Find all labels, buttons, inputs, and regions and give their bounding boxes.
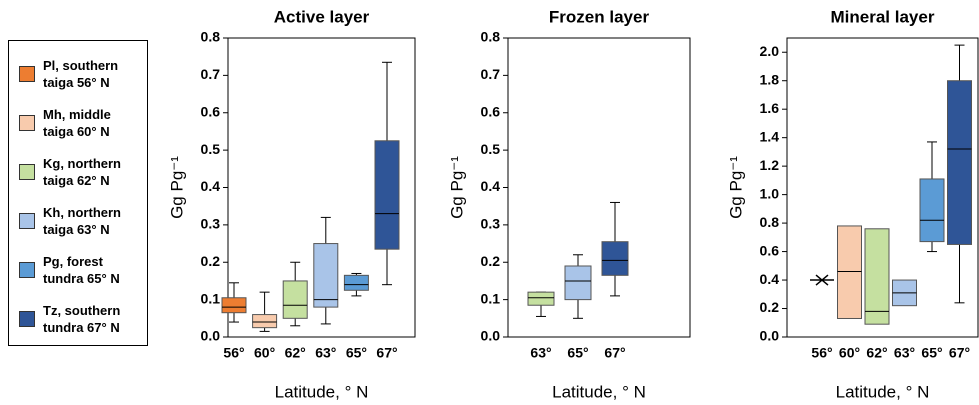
y-tick-label: 0.2 (760, 299, 780, 315)
x-tick-label: 63° (894, 345, 915, 361)
y-tick-label: 0.8 (201, 29, 221, 45)
legend-entry: Kh, northern taiga 63° N (19, 196, 143, 245)
chart-title: Mineral layer (831, 7, 935, 26)
y-tick-label: 0.0 (481, 328, 501, 344)
y-tick-label: 1.6 (760, 100, 780, 116)
x-axis-label: Latitude, ° N (552, 382, 646, 401)
box (282, 280, 308, 319)
x-tick-label: 56° (223, 345, 244, 361)
box (947, 80, 972, 245)
y-tick-label: 0.3 (481, 216, 501, 232)
y-axis-label: Gg Pg⁻¹ (726, 156, 745, 219)
box (527, 291, 555, 306)
x-tick-label: 65° (921, 345, 942, 361)
chart-title: Active layer (274, 7, 370, 26)
legend-swatch (19, 163, 35, 180)
y-tick-label: 0.0 (201, 328, 221, 344)
y-tick-label: 0.4 (760, 271, 780, 287)
x-tick-label: 67° (949, 345, 970, 361)
y-tick-label: 0.4 (201, 178, 221, 194)
box (221, 297, 247, 314)
y-tick-label: 2.0 (760, 43, 780, 59)
y-tick-label: 0.1 (481, 290, 501, 306)
y-tick-label: 0.2 (201, 253, 221, 269)
legend-swatch (19, 114, 35, 131)
x-tick-label: 60° (839, 345, 860, 361)
y-tick-label: 0.6 (481, 103, 501, 119)
box (252, 314, 278, 329)
y-tick-label: 0.7 (201, 66, 221, 82)
y-tick-label: 1.4 (760, 128, 780, 144)
point-marker (810, 274, 834, 286)
box (374, 140, 400, 250)
y-tick-label: 0.6 (760, 242, 780, 258)
legend-label: Mh, middle taiga 60° N (43, 106, 111, 139)
legend-entry: Kg, northern taiga 62° N (19, 147, 143, 196)
y-tick-label: 0.1 (201, 290, 221, 306)
x-tick-label: 62° (285, 345, 306, 361)
legend-entry: Mh, middle taiga 60° N (19, 98, 143, 147)
box (343, 274, 369, 291)
box (919, 178, 945, 243)
plot-frame (786, 37, 979, 338)
x-axis-label: Latitude, ° N (275, 382, 369, 401)
x-tick-label: 67° (604, 345, 625, 361)
y-tick-label: 1.8 (760, 71, 780, 87)
y-tick-label: 0.6 (201, 103, 221, 119)
y-axis-label: Gg Pg⁻¹ (167, 156, 186, 219)
y-tick-label: 0.0 (760, 328, 780, 344)
x-tick-label: 67° (376, 345, 397, 361)
legend-swatch (19, 310, 35, 327)
y-tick-label: 0.3 (201, 216, 221, 232)
x-tick-label: 65° (346, 345, 367, 361)
y-tick-label: 0.2 (481, 253, 501, 269)
x-tick-label: 56° (811, 345, 832, 361)
legend-swatch (19, 261, 35, 278)
x-tick-label: 63° (530, 345, 551, 361)
legend-swatch (19, 65, 35, 82)
x-axis-label: Latitude, ° N (836, 382, 930, 401)
legend-entry: Tz, southern tundra 67° N (19, 294, 143, 343)
y-tick-label: 0.7 (481, 66, 501, 82)
y-tick-label: 0.4 (481, 178, 501, 194)
y-tick-label: 0.8 (760, 214, 780, 230)
y-tick-label: 1.0 (760, 185, 780, 201)
legend-label: Pl, southern taiga 56° N (43, 57, 119, 90)
legend-label: Kh, northern taiga 63° N (43, 204, 121, 237)
x-tick-label: 62° (866, 345, 887, 361)
legend-entry: Pg, forest tundra 65° N (19, 245, 143, 294)
x-tick-label: 60° (254, 345, 275, 361)
chart-title: Frozen layer (549, 7, 650, 26)
box (601, 241, 629, 276)
legend-label: Kg, northern taiga 62° N (43, 155, 121, 188)
box (313, 243, 339, 308)
y-tick-label: 1.2 (760, 157, 780, 173)
legend-entry: Pl, southern taiga 56° N (19, 49, 143, 98)
legend-label: Tz, southern tundra 67° N (43, 302, 121, 335)
x-tick-label: 63° (315, 345, 336, 361)
legend-label: Pg, forest tundra 65° N (43, 253, 120, 286)
y-tick-label: 0.8 (481, 29, 501, 45)
box (864, 228, 890, 325)
box (564, 265, 592, 301)
legend: Pl, southern taiga 56° N Mh, middle taiga… (8, 40, 148, 346)
box (837, 225, 862, 319)
x-tick-label: 65° (567, 345, 588, 361)
legend-swatch (19, 212, 35, 229)
y-tick-label: 0.5 (201, 141, 221, 157)
y-tick-label: 0.5 (481, 141, 501, 157)
y-axis-label: Gg Pg⁻¹ (447, 156, 466, 219)
